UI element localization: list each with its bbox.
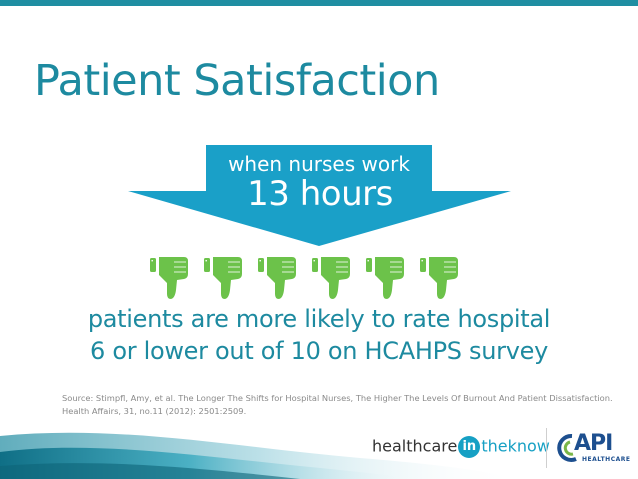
arrow-caption: when nurses work [228,152,410,176]
source-line-2: Health Affairs, 31, no.11 (2012): 2501:2… [62,406,247,416]
logo-divider [546,428,547,468]
thumbs-down-icon [257,256,297,300]
thumbs-down-row [149,256,459,300]
api-logo-text: API [574,431,613,456]
thumbs-down-icon [311,256,351,300]
statement-line-2: 6 or lower out of 10 on HCAHPS survey [90,337,548,365]
decorative-wave [0,432,520,479]
healthcare-in-the-know-logo: healthcare in theknow [372,436,550,458]
logo-in-badge: in [458,436,481,458]
thumbs-down-icon [203,256,243,300]
logo-healthcare-text: healthcare [372,436,458,456]
down-arrow-banner [128,145,511,246]
page-title: Patient Satisfaction [34,56,440,106]
top-accent-bar [0,0,638,6]
source-line-1: Source: Stimpfl, Amy, et al. The Longer … [62,393,613,403]
statement-line-1: patients are more likely to rate hospita… [87,305,551,333]
arrow-highlight: 13 hours [247,174,393,214]
api-swoosh-icon [557,434,577,462]
api-healthcare-logo: API HEALTHCARE [556,431,631,465]
thumbs-down-icon [419,256,459,300]
source-citation: Source: Stimpfl, Amy, et al. The Longer … [62,392,622,418]
thumbs-down-icon [149,256,189,300]
api-logo-subtext: HEALTHCARE [582,456,631,463]
logo-theknow-text: theknow [481,436,550,456]
thumbs-down-icon [365,256,405,300]
